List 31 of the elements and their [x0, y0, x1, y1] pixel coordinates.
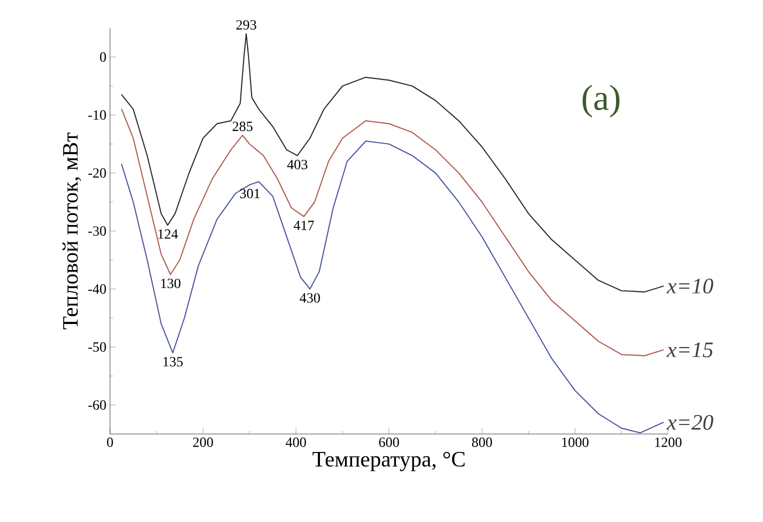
series-label: x=20 — [666, 414, 714, 430]
annotation: 417 — [294, 220, 314, 230]
x-tick-label: 1200 — [655, 438, 682, 447]
y-tick-label: 0 — [100, 52, 106, 62]
annotation: 130 — [161, 278, 180, 288]
annotation: 430 — [300, 293, 320, 303]
y-tick-label: -30 — [88, 226, 106, 236]
y-tick-label: -50 — [88, 342, 106, 352]
y-tick-label: -40 — [88, 284, 106, 294]
x-tick-label: 800 — [472, 438, 492, 447]
y-tick-label: -60 — [88, 400, 106, 410]
annotation: 285 — [232, 122, 252, 132]
line-series — [121, 140, 664, 434]
x-tick-label: 400 — [286, 438, 306, 447]
annotation: 135 — [164, 357, 183, 366]
x-tick-label: 1000 — [562, 438, 588, 447]
x-tick-label: 600 — [379, 438, 399, 447]
y-tick-label: -10 — [88, 110, 106, 120]
series-label: x=15 — [666, 342, 713, 358]
x-axis-title: Температура, °C — [312, 452, 465, 472]
annotation: 403 — [287, 160, 308, 170]
annotation: (a) — [582, 84, 620, 118]
y-axis-title: Тепловой поток, мВт — [62, 132, 81, 330]
line-series — [121, 33, 664, 292]
series-label: x=10 — [666, 278, 714, 294]
annotation: 293 — [236, 20, 256, 30]
y-tick-label: -20 — [88, 168, 106, 178]
x-tick-label: 0 — [107, 438, 113, 447]
x-tick-label: 200 — [193, 438, 213, 447]
annotation: 301 — [240, 188, 260, 198]
annotation: 124 — [158, 229, 178, 239]
